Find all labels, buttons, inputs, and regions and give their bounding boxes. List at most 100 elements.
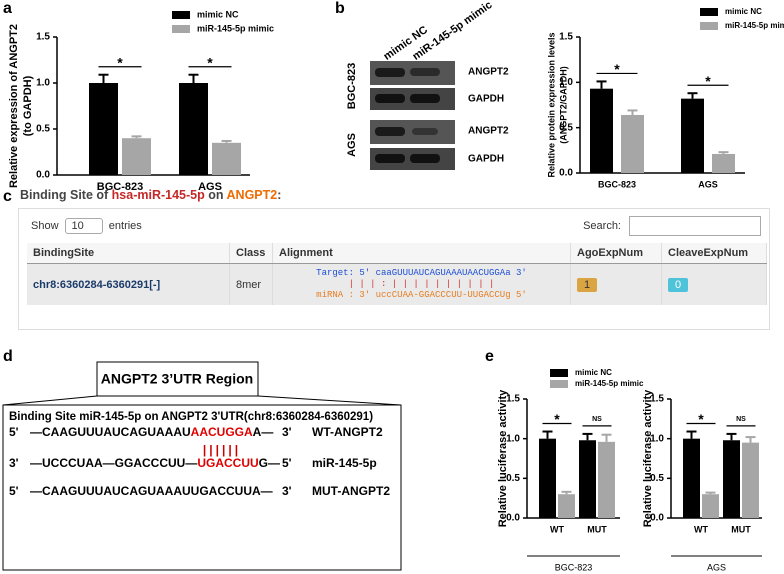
y-axis-label: Relative luciferase activity [642, 389, 654, 527]
legend-swatch [172, 11, 190, 19]
region-box [96, 361, 259, 397]
band-label: ANGPT2 [468, 126, 509, 137]
legend-swatch [550, 380, 568, 388]
significance-label: * [698, 411, 704, 427]
bar [89, 83, 118, 175]
panel-label: d [3, 348, 13, 365]
cell-label: BGC-823 [346, 63, 358, 109]
bar [742, 442, 759, 518]
y-tick-label: 0.0 [506, 513, 520, 524]
y-tick-label: 0.5 [36, 124, 50, 135]
y-tick-label: 0.0 [650, 513, 664, 524]
significance-label: NS [592, 416, 602, 423]
legend-label: mimic NC [197, 9, 239, 19]
strand-end: 3' [282, 484, 292, 498]
search-input[interactable] [629, 216, 761, 236]
blot-band [375, 154, 405, 163]
pairing: |||||| [203, 443, 241, 457]
band-label: GAPDH [468, 94, 504, 105]
blot-band [410, 154, 440, 163]
bar [212, 142, 241, 175]
length-control: Show 10 entries [31, 218, 142, 234]
bar [723, 440, 740, 518]
column-header[interactable]: Class [229, 243, 273, 264]
strand-name: WT-ANGPT2 [312, 425, 383, 439]
legend-label: miR-145-5p mimic [725, 21, 784, 30]
y-tick-label: 0.5 [559, 122, 573, 133]
strand-end: 5' [282, 456, 292, 470]
column-header[interactable]: BindingSite [27, 243, 230, 264]
y-tick-label: 1.0 [506, 433, 520, 444]
binding-table: Show 10 entries Search: BindingSite Class Al… [18, 208, 770, 330]
y-axis-label: (ANGPT2/GAPDH) [558, 66, 568, 144]
y-axis-label: Relative protein expression levels [546, 32, 556, 177]
strand-end: 3' [282, 425, 292, 439]
y-tick-label: 0.0 [36, 170, 50, 181]
sequence: —CAAGUUUAUCAGUAAAUUGACCUUA— [30, 484, 273, 498]
entries-label: entries [108, 220, 142, 232]
panel-label: b [335, 0, 345, 17]
cell-cleave: 0 [661, 263, 767, 305]
y-tick-label: 1.5 [559, 32, 573, 43]
x-tick-label: AGS [198, 181, 222, 193]
sequence-part: UGACCUU [197, 456, 258, 470]
data-table: BindingSite Class Alignment AgoExpNum Cleave… [27, 243, 767, 305]
strand-name: MUT-ANGPT2 [312, 484, 390, 498]
group-label: BGC-823 [555, 562, 593, 572]
search-label: Search: [583, 219, 621, 232]
band-label: ANGPT2 [468, 67, 509, 78]
legend-swatch [700, 8, 718, 16]
bar [683, 438, 700, 518]
x-tick-label: AGS [698, 179, 718, 189]
sequence-part: —UCCCUAA—GGACCCUU— [30, 456, 197, 470]
y-tick-label: 0.0 [559, 168, 573, 179]
sequence: —CAAGUUUAUCAGUAAAUAACUGGAA— [30, 425, 273, 439]
significance-label: * [705, 73, 711, 89]
y-tick-label: 0.5 [650, 473, 664, 484]
strand-name: miR-145-5p [312, 456, 377, 470]
blot-band [375, 127, 405, 136]
ago-badge: 1 [577, 277, 598, 292]
strand-end: 5' [9, 425, 19, 439]
group-label: AGS [707, 562, 726, 572]
column-header[interactable]: CleaveExpNum [661, 243, 767, 264]
show-label: Show [31, 220, 59, 232]
title-part: : [277, 188, 282, 202]
x-tick-label: WT [694, 524, 708, 534]
legend-swatch [550, 369, 568, 377]
site-box [2, 404, 402, 571]
band-label: GAPDH [468, 154, 504, 165]
zoom-line [257, 395, 402, 406]
bar [590, 88, 613, 173]
legend-label: miR-145-5p mimic [575, 379, 644, 388]
column-header[interactable]: AgoExpNum [570, 243, 662, 264]
y-tick-label: 1.5 [506, 394, 520, 405]
cell-ago: 1 [570, 263, 662, 305]
cell-site: chr8:6360284-6360291[-] [27, 263, 230, 305]
legend-swatch [172, 25, 190, 33]
bar [539, 438, 556, 518]
length-select[interactable]: 10 [64, 218, 103, 234]
x-tick-label: MUT [731, 524, 751, 534]
title-gene: ANGPT2 [226, 188, 278, 202]
sequence-part: A— [253, 425, 274, 439]
y-tick-label: 1.0 [36, 78, 50, 89]
search-control: Search: [583, 216, 761, 236]
y-tick-label: 1.0 [650, 433, 664, 444]
significance-label: * [117, 54, 123, 70]
panel-label: e [485, 348, 494, 365]
bar [122, 138, 151, 175]
table-controls: Show 10 entries Search: [19, 209, 769, 243]
region-title: ANGPT2 3’UTR Region [101, 371, 253, 387]
site-caption: Binding Site miR-145-5p on ANGPT2 3'UTR(… [9, 411, 373, 423]
cleave-badge: 0 [668, 277, 689, 292]
significance-label: * [554, 411, 560, 427]
mirna-seq: miRNA : 3' uccCUAA-GGACCCUU-UUGACCUg 5' [316, 290, 527, 300]
legend-swatch [700, 22, 718, 30]
sequence: —UCCCUAA—GGACCCUU—UGACCUUG— [30, 456, 280, 470]
title-part: Binding Site of [20, 188, 112, 202]
bar [179, 83, 208, 175]
column-header[interactable]: Alignment [272, 243, 571, 264]
